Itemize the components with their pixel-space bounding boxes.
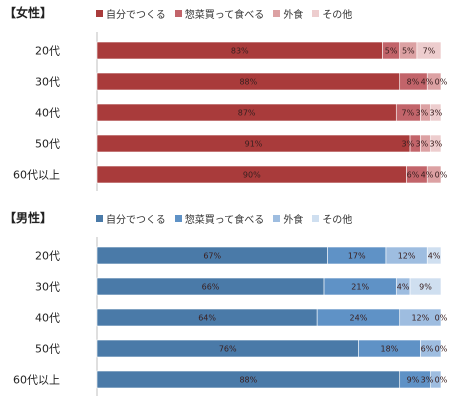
legend-item: 惣菜買って食べる [174,7,265,21]
data-label: 76% [219,345,237,354]
legend-swatch [96,214,103,222]
data-label: 8% [407,78,420,87]
legend-label: その他 [322,9,353,21]
legend-item: その他 [312,7,353,21]
legend-label: 惣菜買って食べる [184,214,265,226]
bar-segment [420,339,442,358]
bar-segment [409,277,442,296]
data-label: 17% [348,252,366,261]
data-label: 87% [238,109,256,118]
legend-label: その他 [322,214,353,226]
data-label: 64% [198,314,216,323]
data-label: 4% [421,78,434,87]
data-label: 83% [231,47,249,56]
data-label: 0% [435,376,448,385]
data-label: 66% [202,283,220,292]
legend-swatch [312,9,320,17]
data-label: 3% [421,376,434,385]
category-label: 50代 [35,138,60,151]
legend-item: 外食 [273,7,304,21]
data-label: 12% [398,252,416,261]
bar-segment [426,165,442,184]
data-label: 24% [350,314,368,323]
data-label: 5% [385,47,398,56]
legend-swatch [312,214,320,222]
legend-item: 惣菜買って食べる [174,212,265,226]
data-label: 67% [203,252,221,261]
category-label: 60代以上 [13,374,60,387]
female-chart-panel: 【女性】 自分でつくる 惣菜買って食べる 外食 その他 20代 83% 5% 5% 7% 30代… [0,0,460,195]
data-label: 21% [351,283,369,292]
data-label: 4% [397,283,410,292]
bar-segment [426,246,442,265]
data-label: 0% [435,345,448,354]
legend-label: 外食 [283,9,304,21]
data-label: 0% [435,171,448,180]
legend-swatch [273,214,281,222]
legend-swatch [96,9,103,17]
data-label: 4% [428,252,441,261]
data-label: 88% [239,78,257,87]
data-label: 91% [245,140,263,149]
data-label: 6% [421,345,434,354]
data-label: 0% [435,314,448,323]
data-label: 3% [401,140,414,149]
data-label: 90% [243,171,261,180]
category-label: 30代 [35,76,60,89]
chart-legend: 自分でつくる 惣菜買って食べる 外食 その他 [96,212,361,226]
category-label: 20代 [35,250,60,263]
male-chart-panel: 【男性】 自分でつくる 惣菜買って食べる 外食 その他 20代 67% 17% 12% 4% 3… [0,205,460,400]
male-stacked-bar-chart: 20代 67% 17% 12% 4% 30代 66% 21% 4% 9% 40代 64% 24% 12% 0… [13,237,448,396]
data-label: 3% [415,109,428,118]
legend-item: 自分でつくる [96,212,166,226]
bar-segment [416,41,442,60]
legend-label: 自分でつくる [106,214,166,226]
legend-label: 惣菜買って食べる [184,9,265,21]
data-label: 6% [407,171,420,180]
female-stacked-bar-chart: 20代 83% 5% 5% 7%30代 88% 8% 4% 0%40代 87% 7% 3% 3%50代 9… [13,32,448,191]
data-label: 3% [415,140,428,149]
data-label: 4% [421,171,434,180]
legend-item: 自分でつくる [96,7,166,21]
data-label: 9% [419,283,432,292]
category-label: 30代 [35,281,60,294]
data-label: 18% [381,345,399,354]
chart-legend: 自分でつくる 惣菜買って食べる 外食 その他 [96,7,361,21]
data-label: 3% [429,109,442,118]
category-label: 40代 [35,107,60,120]
bar-segment [430,134,442,153]
bar-segment [426,72,442,91]
bar-segment [430,370,442,389]
data-label: 3% [429,140,442,149]
legend-item: 外食 [273,212,304,226]
chart-title: 【女性】 [4,6,53,20]
data-label: 5% [402,47,415,56]
legend-label: 自分でつくる [106,9,166,21]
legend-label: 外食 [283,214,304,226]
data-label: 9% [407,376,420,385]
bar-segment [399,308,442,327]
legend-swatch [273,9,281,17]
data-label: 7% [423,47,436,56]
legend-swatch [174,9,182,17]
data-label: 88% [239,376,257,385]
category-label: 60代以上 [13,169,60,182]
data-label: 7% [401,109,414,118]
category-label: 40代 [35,312,60,325]
bar-segment [430,103,442,122]
legend-item: その他 [312,212,353,226]
category-label: 20代 [35,45,60,58]
data-label: 0% [435,78,448,87]
category-label: 50代 [35,343,60,356]
data-label: 12% [411,314,429,323]
chart-title: 【男性】 [4,211,53,225]
legend-swatch [174,214,182,222]
